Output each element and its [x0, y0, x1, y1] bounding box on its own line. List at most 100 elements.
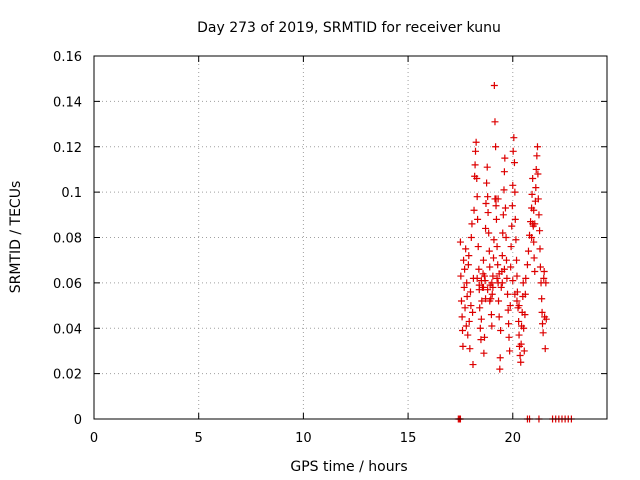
data-point: [504, 290, 512, 298]
data-point: [510, 134, 518, 142]
data-point: [520, 347, 528, 355]
data-point: [480, 349, 488, 357]
data-point: [470, 206, 478, 214]
data-points: [454, 81, 575, 423]
data-point: [477, 277, 485, 285]
x-tick-label: 15: [400, 431, 417, 446]
data-point: [498, 252, 506, 260]
data-point: [534, 195, 542, 203]
data-point: [459, 327, 467, 335]
data-point: [472, 147, 480, 155]
data-point: [513, 256, 521, 264]
data-point: [462, 245, 470, 253]
data-point: [500, 186, 508, 194]
data-point: [489, 272, 497, 280]
data-point: [473, 175, 481, 183]
data-point: [511, 188, 519, 196]
data-point: [508, 202, 516, 210]
data-point: [483, 179, 491, 187]
data-point: [523, 261, 531, 269]
data-point: [508, 222, 516, 230]
data-point: [506, 347, 514, 355]
data-point: [461, 265, 469, 273]
data-point: [521, 311, 529, 319]
data-point: [506, 302, 514, 310]
data-point: [483, 163, 491, 171]
data-point: [484, 209, 492, 217]
data-point: [456, 238, 464, 246]
y-tick-label: 0.04: [53, 322, 82, 337]
y-tick-label: 0.16: [53, 50, 82, 65]
data-point: [461, 304, 469, 312]
data-point: [497, 327, 505, 335]
y-tick-label: 0.14: [53, 95, 82, 110]
data-point: [504, 306, 512, 314]
data-point: [482, 199, 490, 207]
data-point: [529, 175, 537, 183]
data-point: [486, 263, 494, 271]
data-point: [492, 143, 500, 151]
data-point: [536, 263, 544, 271]
data-point: [481, 272, 489, 280]
data-point: [488, 290, 496, 298]
data-point: [474, 243, 482, 251]
data-point: [509, 147, 517, 155]
data-point: [485, 247, 493, 255]
y-tick-label: 0.08: [53, 232, 82, 247]
data-point: [472, 138, 480, 146]
data-point: [515, 331, 523, 339]
data-point: [475, 265, 483, 273]
data-point: [464, 261, 472, 269]
data-point: [474, 215, 482, 223]
data-point: [502, 256, 510, 264]
data-point: [484, 286, 492, 294]
data-point: [521, 290, 529, 298]
data-point: [490, 236, 498, 244]
data-point: [501, 154, 509, 162]
data-point: [466, 288, 474, 296]
data-point: [534, 170, 542, 178]
data-point: [493, 243, 501, 251]
data-point: [535, 211, 543, 219]
data-point: [463, 279, 471, 287]
data-point: [542, 279, 550, 287]
data-point: [528, 190, 536, 198]
data-point: [510, 159, 518, 167]
data-point: [519, 279, 527, 287]
data-point: [507, 243, 515, 251]
data-point: [479, 256, 487, 264]
data-point: [536, 227, 544, 235]
data-point: [462, 322, 470, 330]
data-point: [477, 336, 485, 344]
data-point: [503, 274, 511, 282]
data-point: [486, 297, 494, 305]
data-point: [531, 268, 539, 276]
data-point: [530, 254, 538, 262]
y-tick-label: 0: [74, 413, 82, 428]
data-point: [495, 297, 503, 305]
data-point: [465, 252, 473, 260]
data-point: [478, 297, 486, 305]
data-point: [517, 358, 525, 366]
data-point: [460, 256, 468, 264]
x-axis-label: GPS time / hours: [290, 459, 407, 475]
y-tick-label: 0.06: [53, 277, 82, 292]
data-point: [530, 238, 538, 246]
y-tick-label: 0.12: [53, 141, 82, 156]
data-point: [469, 308, 477, 316]
grid: [94, 56, 607, 419]
data-point: [501, 204, 509, 212]
data-point: [500, 265, 508, 273]
data-point: [492, 215, 500, 223]
data-point: [459, 342, 467, 350]
data-point: [499, 211, 507, 219]
data-point: [468, 220, 476, 228]
axis-ticks: 0 0.02 0.04 0.06 0.08 0.1 0.12 0.14 0.16 0 5 10 15 20: [53, 50, 607, 446]
data-point: [490, 254, 498, 262]
data-point: [485, 229, 493, 237]
data-point: [494, 195, 502, 203]
y-tick-label: 0.02: [53, 368, 82, 383]
data-point: [496, 354, 504, 362]
data-point: [532, 165, 540, 173]
